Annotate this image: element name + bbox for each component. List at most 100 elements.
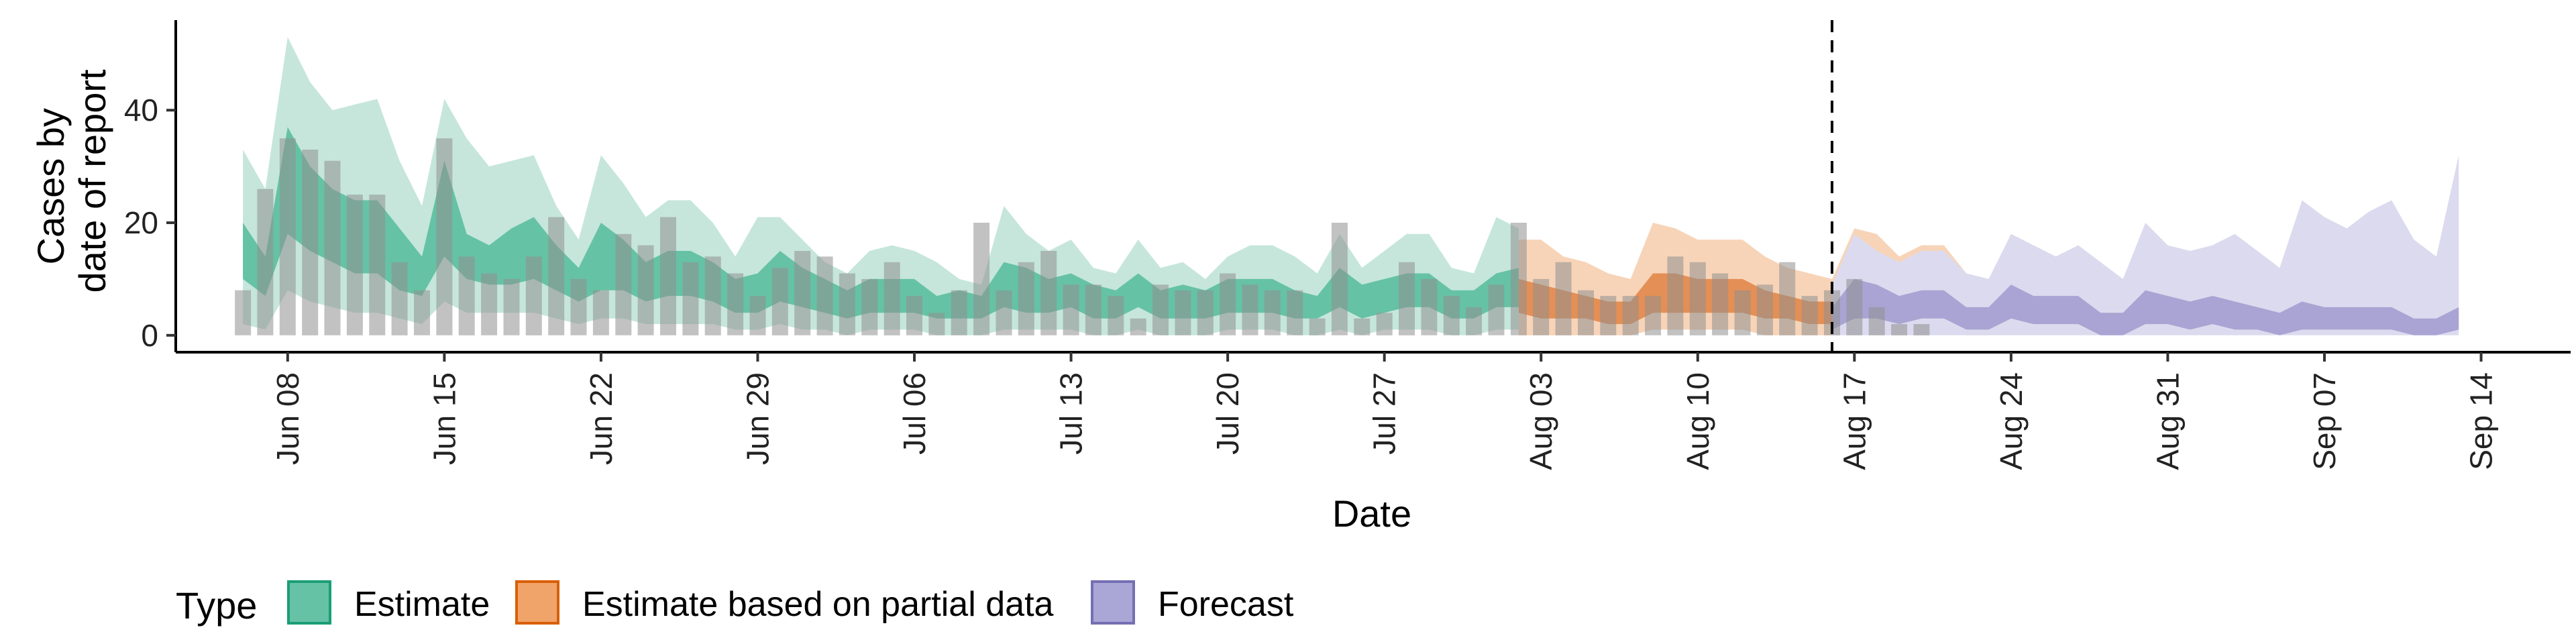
y-tick-label: 40 <box>124 93 158 127</box>
x-tick-label: Jun 08 <box>270 372 305 465</box>
observed-bar <box>1085 284 1102 335</box>
observed-bar <box>346 195 363 335</box>
legend-label-partial: Estimate based on partial data <box>582 585 1054 624</box>
observed-bar <box>279 138 296 335</box>
observed-bar <box>1063 284 1079 335</box>
observed-bar <box>883 262 900 335</box>
observed-bar <box>503 278 520 335</box>
observed-bar <box>615 233 632 335</box>
x-tick-label: Jun 29 <box>741 372 775 465</box>
legend-swatch-partial <box>515 580 559 625</box>
x-tick-label: Aug 24 <box>1994 372 2029 470</box>
observed-bar <box>1578 290 1594 335</box>
observed-bar <box>1600 296 1617 335</box>
observed-bar <box>1197 290 1214 335</box>
x-tick-label: Jul 20 <box>1210 372 1245 455</box>
observed-bar <box>951 290 967 335</box>
observed-bar <box>1287 290 1303 335</box>
observed-bar <box>458 256 475 335</box>
observed-bar <box>861 278 878 335</box>
observed-bar <box>1466 307 1483 335</box>
y-ticks: 0 20 40 <box>124 93 176 353</box>
observed-bar <box>525 256 542 335</box>
observed-bar <box>996 290 1012 335</box>
observed-bar <box>1040 251 1057 335</box>
observed-bar <box>1555 262 1572 335</box>
observed-bar <box>414 290 430 335</box>
y-tick-label: 20 <box>124 205 158 240</box>
observed-bar <box>727 273 744 335</box>
x-tick-label: Jul 13 <box>1054 372 1089 455</box>
observed-bar <box>704 256 721 335</box>
observed-bar <box>794 251 811 335</box>
observed-bar <box>839 273 855 335</box>
forecast-inner-ribbon <box>1832 278 2459 335</box>
observed-bars-layer <box>235 138 1930 335</box>
axes-layer <box>174 20 2571 354</box>
observed-bar <box>1421 278 1438 335</box>
x-tick-label: Jun 15 <box>427 372 462 465</box>
legend-label-forecast: Forecast <box>1158 585 1294 624</box>
observed-bar <box>1354 318 1371 335</box>
x-tick-label: Sep 07 <box>2307 372 2342 470</box>
observed-bar <box>1220 273 1236 335</box>
observed-bar <box>637 245 654 335</box>
observed-bar <box>548 217 565 335</box>
observed-bar <box>1399 262 1415 335</box>
observed-bar <box>928 313 945 335</box>
observed-bar <box>1756 284 1773 335</box>
observed-bar <box>436 138 453 335</box>
observed-bar <box>1242 284 1258 335</box>
x-tick-label: Jul 06 <box>897 372 932 455</box>
observed-bar <box>660 217 676 335</box>
observed-bar <box>1175 290 1191 335</box>
x-tick-label: Sep 14 <box>2464 372 2499 470</box>
observed-bar <box>1309 318 1326 335</box>
observed-bar <box>1331 223 1348 335</box>
observed-bar <box>570 278 587 335</box>
y-axis-title-line-2: date of report <box>71 69 113 293</box>
x-tick-label: Jul 27 <box>1367 372 1402 455</box>
observed-bar <box>771 268 788 335</box>
observed-bar <box>1846 278 1863 335</box>
observed-bar <box>1645 296 1661 335</box>
x-tick-label: Aug 17 <box>1837 372 1872 470</box>
legend: Type Estimate Estimate based on partial … <box>176 580 1294 627</box>
observed-bar <box>1130 318 1146 335</box>
x-tick-label: Jun 22 <box>584 372 619 465</box>
x-tick-label: Aug 10 <box>1680 372 1715 470</box>
observed-bar <box>235 290 252 335</box>
y-axis-title: Cases by date of report <box>30 69 113 293</box>
observed-bar <box>369 195 386 335</box>
observed-bar <box>682 262 699 335</box>
observed-bar <box>973 223 990 335</box>
observed-bar <box>1667 256 1684 335</box>
observed-bar <box>749 296 766 335</box>
x-ticks: Jun 08 Jun 15 Jun 22 Jun 29 Jul 06 Jul 13 Jul … <box>270 352 2499 470</box>
observed-bar <box>1108 296 1124 335</box>
observed-bar <box>481 273 498 335</box>
observed-bar <box>1264 290 1281 335</box>
observed-bar <box>816 256 833 335</box>
observed-bar <box>1443 296 1460 335</box>
observed-bar <box>324 160 341 335</box>
observed-bar <box>391 262 408 335</box>
observed-bar <box>1488 284 1505 335</box>
observed-bar <box>257 189 274 335</box>
x-axis-title: Date <box>1332 492 1411 535</box>
observed-bar <box>1779 262 1796 335</box>
observed-bar <box>1712 273 1729 335</box>
y-axis-title-line-1: Cases by <box>30 108 72 264</box>
observed-bar <box>1510 223 1527 335</box>
legend-swatch-estimate <box>287 580 331 625</box>
observed-bar <box>1868 307 1885 335</box>
observed-bar <box>1891 324 1908 335</box>
legend-swatch-forecast <box>1091 580 1135 625</box>
observed-bar <box>1018 262 1034 335</box>
observed-bar <box>906 296 922 335</box>
observed-bar <box>1376 313 1393 335</box>
observed-bar <box>1689 262 1706 335</box>
forecast-outer-ribbon <box>1832 155 2459 335</box>
observed-bar <box>1533 278 1550 335</box>
observed-bar <box>1913 324 1930 335</box>
